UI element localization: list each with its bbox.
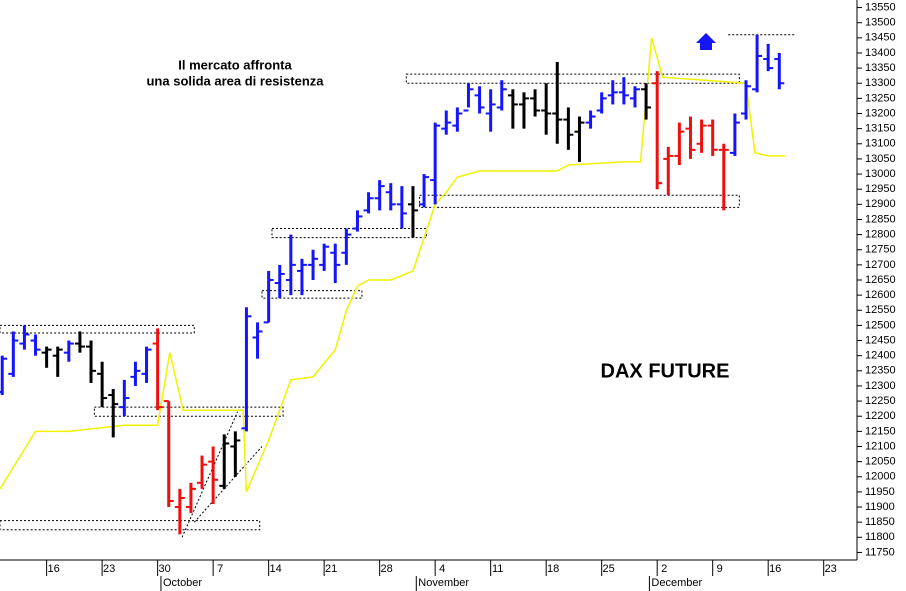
- x-tick-label: 11: [492, 563, 503, 575]
- y-tick-label: 12150: [865, 425, 896, 437]
- arrow-icon: [696, 33, 716, 50]
- y-tick-label: 12750: [865, 244, 896, 256]
- resistance-zone: [0, 520, 261, 531]
- x-tick-label: 30: [159, 563, 171, 575]
- y-tick-label: 12250: [865, 395, 896, 407]
- y-tick-label: 11950: [865, 486, 895, 498]
- trendline: [193, 446, 263, 523]
- y-tick-label: 12200: [865, 410, 896, 422]
- annotation: Il mercato affronta: [178, 57, 292, 72]
- y-tick-label: 12950: [865, 183, 896, 195]
- y-tick-label: 13400: [865, 47, 896, 59]
- resistance-zone: [419, 194, 740, 208]
- y-tick-label: 12000: [865, 471, 896, 483]
- y-tick-label: 13100: [865, 138, 896, 150]
- x-tick-label: 2: [661, 563, 667, 575]
- y-tick-label: 11800: [865, 531, 895, 543]
- y-tick-label: 12550: [865, 304, 896, 316]
- x-tick-label: 25: [603, 563, 615, 575]
- y-tick-label: 13050: [865, 153, 896, 165]
- y-tick-label: 12100: [865, 440, 896, 452]
- trendline: [181, 411, 239, 538]
- y-tick-label: 12050: [865, 456, 896, 468]
- x-tick-label: 9: [717, 563, 723, 575]
- x-tick-label: 28: [381, 563, 393, 575]
- resistance-zone: [261, 290, 363, 299]
- y-tick-label: 13500: [865, 17, 896, 29]
- x-tick-label: 16: [769, 563, 781, 575]
- y-tick-label: 13150: [865, 123, 896, 135]
- x-tick-label: 4: [439, 563, 445, 575]
- x-tick-label: 18: [547, 563, 559, 575]
- y-tick-label: 12600: [865, 289, 896, 301]
- x-tick-label: 21: [325, 563, 337, 575]
- month-label: October: [163, 577, 202, 589]
- annotation: una solida area di resistenza: [146, 73, 324, 88]
- y-tick-label: 12800: [865, 229, 896, 241]
- overlay-line: [0, 37, 785, 493]
- y-tick-label: 12900: [865, 198, 896, 210]
- resistance-zone: [0, 324, 195, 334]
- resistance-zone: [93, 406, 284, 417]
- y-tick-label: 12300: [865, 380, 896, 392]
- y-tick-label: 13250: [865, 92, 896, 104]
- y-tick-label: 11900: [865, 501, 895, 513]
- y-tick-label: 12700: [865, 259, 896, 271]
- y-tick-label: 12850: [865, 213, 896, 225]
- y-tick-label: 12450: [865, 334, 896, 346]
- y-tick-label: 12650: [865, 274, 896, 286]
- x-tick-label: 23: [103, 563, 115, 575]
- month-label: November: [418, 577, 469, 589]
- y-tick-label: 13000: [865, 168, 896, 180]
- y-tick-label: 13200: [865, 107, 896, 119]
- x-tick-label: 14: [270, 563, 282, 575]
- resistance-zone: [271, 228, 427, 239]
- y-tick-label: 12400: [865, 350, 896, 362]
- chart-title: DAX FUTURE: [601, 360, 730, 382]
- y-tick-label: 12500: [865, 319, 896, 331]
- resistance-zone: [405, 73, 740, 84]
- y-tick-label: 11750: [865, 546, 895, 558]
- month-label: December: [651, 577, 702, 589]
- y-tick-label: 13550: [865, 1, 896, 13]
- y-tick-label: 13350: [865, 62, 896, 74]
- y-tick-label: 13300: [865, 77, 896, 89]
- x-tick-label: 7: [217, 563, 223, 575]
- y-tick-label: 11850: [865, 516, 895, 528]
- y-tick-label: 12350: [865, 365, 896, 377]
- y-tick-label: 13450: [865, 32, 896, 44]
- x-tick-label: 16: [47, 563, 59, 575]
- x-tick-label: 23: [825, 563, 837, 575]
